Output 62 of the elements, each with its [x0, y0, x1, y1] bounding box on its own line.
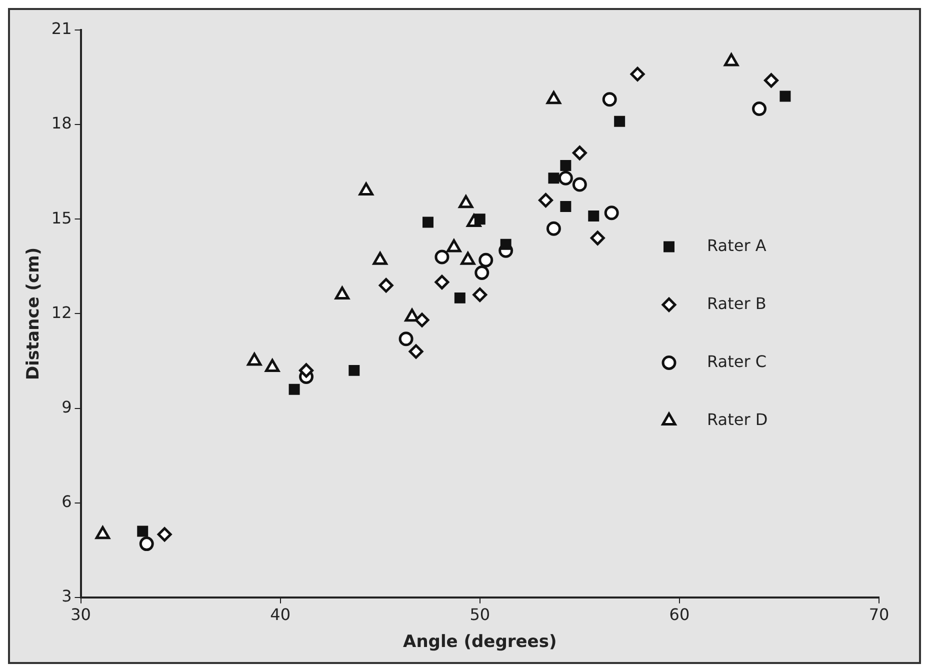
- point: [614, 116, 626, 127]
- point: [137, 526, 148, 537]
- y-tick-label: 15: [51, 208, 72, 228]
- y-tick-label: 12: [51, 302, 72, 322]
- x-tick-label: 50: [470, 605, 490, 624]
- point: [157, 527, 172, 542]
- point: [247, 352, 262, 366]
- y-tick-label: 3: [62, 586, 72, 606]
- point: [472, 288, 488, 302]
- legend-label: Rater B: [707, 294, 766, 313]
- y-tick-label: 18: [51, 114, 72, 133]
- point: [446, 239, 462, 252]
- x-tick-label: 30: [70, 605, 91, 624]
- point: [288, 384, 300, 395]
- point: [780, 90, 791, 102]
- point: [474, 265, 490, 280]
- point: [378, 278, 394, 293]
- point: [546, 91, 562, 104]
- legend-label: Rater D: [707, 410, 768, 429]
- point: [560, 160, 572, 172]
- x-tick-label: 70: [868, 605, 890, 624]
- point: [478, 252, 494, 268]
- point: [458, 195, 474, 208]
- point: [752, 102, 767, 116]
- point: [348, 364, 360, 376]
- point: [604, 206, 619, 220]
- point: [334, 286, 350, 300]
- y-tick-label: 21: [51, 19, 72, 38]
- legend-label: Rater C: [707, 352, 767, 371]
- point: [558, 170, 573, 186]
- point: [358, 182, 374, 196]
- point: [414, 312, 430, 328]
- y-axis-title: Distance (cm): [24, 247, 44, 380]
- point: [95, 526, 110, 540]
- point: [572, 177, 587, 192]
- point: [299, 363, 314, 378]
- y-tick-label: 6: [62, 492, 72, 511]
- point: [560, 201, 572, 212]
- point: [408, 344, 424, 359]
- point: [764, 73, 778, 88]
- y-tick-label: 9: [62, 397, 72, 416]
- x-tick-label: 60: [669, 605, 690, 624]
- point: [398, 332, 414, 346]
- point: [500, 238, 512, 250]
- point: [590, 230, 605, 246]
- point: [538, 192, 553, 208]
- point: [434, 250, 450, 264]
- point: [139, 536, 154, 552]
- point: [602, 92, 617, 107]
- x-axis-title: Angle (degrees): [403, 632, 557, 652]
- x-tick-label: 40: [270, 605, 290, 624]
- point: [265, 359, 280, 372]
- point: [572, 146, 587, 160]
- point: [630, 66, 645, 82]
- point: [548, 172, 560, 184]
- point: [422, 216, 434, 228]
- legend-label: Rater A: [707, 236, 766, 255]
- point: [588, 210, 600, 222]
- point: [404, 308, 420, 322]
- point: [454, 292, 466, 304]
- point: [434, 274, 450, 290]
- point: [546, 221, 561, 236]
